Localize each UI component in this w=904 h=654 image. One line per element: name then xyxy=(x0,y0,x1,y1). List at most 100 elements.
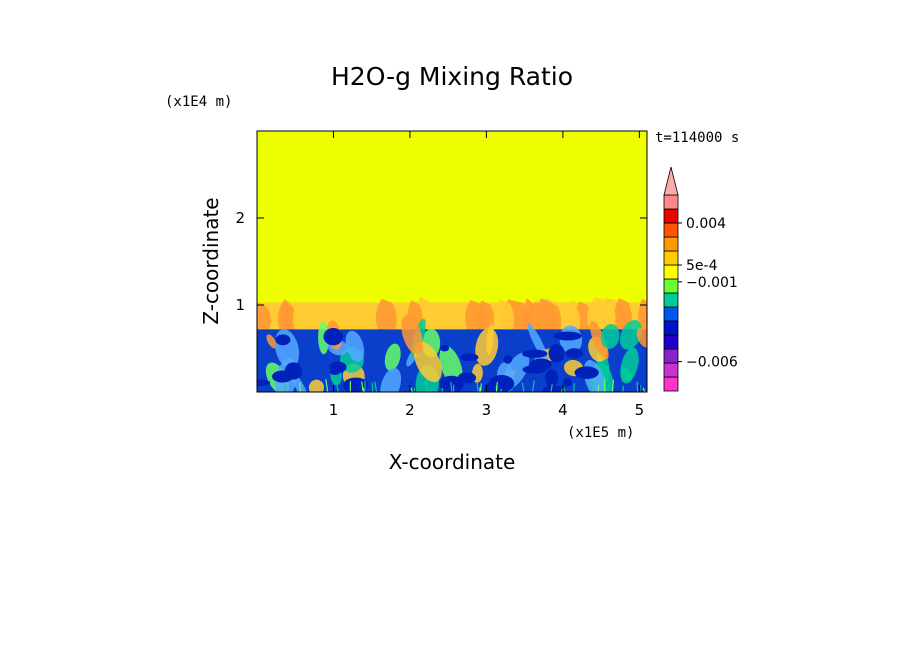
surface-streak xyxy=(573,383,575,392)
dark-eddy xyxy=(275,334,291,346)
plume-blob xyxy=(318,321,329,355)
surface-streak xyxy=(562,387,566,392)
y-axis: 12 xyxy=(235,209,647,314)
plume-blob xyxy=(401,314,423,355)
plume-blob xyxy=(345,330,365,363)
dark-eddy xyxy=(542,385,565,392)
band-plume xyxy=(638,298,647,330)
dark-eddy xyxy=(460,353,479,362)
surface-streak xyxy=(476,382,479,392)
plume-blob xyxy=(439,345,463,387)
y-axis-label: Z-coordinate xyxy=(199,197,223,324)
colorbar-level xyxy=(663,334,679,350)
x-tick-label: 2 xyxy=(405,401,415,419)
colorbar-level xyxy=(663,222,679,238)
dark-eddy xyxy=(272,370,293,383)
surface-streak xyxy=(531,380,535,392)
band-plume xyxy=(292,302,313,330)
x-tick-label: 3 xyxy=(482,401,492,419)
y-scale-label: (x1E4 m) xyxy=(165,94,232,110)
plume-blob xyxy=(380,367,402,392)
dark-eddy xyxy=(457,372,477,384)
x-scale-label: (x1E5 m) xyxy=(567,425,634,441)
colorbar-level xyxy=(663,292,679,308)
band-plume xyxy=(375,298,397,330)
band-plume xyxy=(281,298,292,330)
colorbar-extend-arrow xyxy=(663,166,679,196)
surface-streak xyxy=(611,379,615,392)
surface-streak xyxy=(521,382,525,392)
surface-streak xyxy=(361,381,364,392)
colorbar-label: −0.001 xyxy=(686,275,738,291)
plot-area xyxy=(257,131,647,392)
dark-eddy xyxy=(553,331,582,341)
y-tick-label: 1 xyxy=(235,296,245,314)
plume-blob xyxy=(620,347,639,384)
surface-streak xyxy=(276,388,279,392)
colorbar-level xyxy=(663,306,679,322)
band-plume xyxy=(423,301,446,330)
dark-eddy xyxy=(257,379,271,387)
surface-streak xyxy=(636,381,639,392)
band-plume xyxy=(535,298,556,330)
band-plume xyxy=(593,300,608,330)
colorbar-level xyxy=(663,376,679,392)
colorbar: 0.004 5e-4−0.001 −0.006 xyxy=(663,166,738,392)
colorbar-level xyxy=(663,208,679,224)
colorbar-level xyxy=(663,194,679,210)
colorbar-label: 0.004 xyxy=(686,216,726,232)
x-tick-label: 1 xyxy=(329,401,339,419)
surface-streak xyxy=(374,381,378,392)
surface-streak xyxy=(325,379,329,392)
surface-streak xyxy=(371,382,374,392)
surface-streak xyxy=(450,381,453,392)
surface-streak xyxy=(410,387,413,392)
band-plume xyxy=(493,299,515,330)
plume-blob xyxy=(486,323,494,355)
colorbar-level xyxy=(663,278,679,294)
dark-eddy xyxy=(545,369,559,388)
surface-streak xyxy=(336,385,339,392)
dark-eddy xyxy=(323,327,344,346)
dark-eddy xyxy=(565,348,583,359)
plume-blob xyxy=(636,327,647,348)
surface-streak xyxy=(298,382,302,392)
surface-streak xyxy=(642,387,646,392)
colorbar-level xyxy=(663,362,679,378)
plume-blob xyxy=(413,341,442,383)
colorbar-level xyxy=(663,236,679,252)
surface-streak xyxy=(284,384,287,392)
dark-eddy xyxy=(522,365,547,374)
plume-blob xyxy=(600,324,620,349)
band-plume xyxy=(257,302,271,330)
band-plume xyxy=(614,298,633,330)
dark-eddy xyxy=(548,344,565,363)
dark-eddy xyxy=(503,355,513,364)
x-axis: 1 2 3 4 5 xyxy=(329,131,644,419)
y-tick-label: 2 xyxy=(235,209,245,227)
surface-streak xyxy=(590,381,594,392)
x-axis-label: X-coordinate xyxy=(389,450,516,474)
colorbar-level xyxy=(663,264,679,280)
colorbar-label: 5e-4 xyxy=(686,258,718,274)
orange-band-layer xyxy=(257,296,647,330)
band-plume xyxy=(477,300,494,330)
plume-blob xyxy=(384,343,401,371)
chart-title: H2O-g Mixing Ratio xyxy=(331,62,573,91)
colorbar-label: −0.006 xyxy=(686,355,738,371)
time-label: t=114000 s xyxy=(655,130,739,146)
colorbar-level xyxy=(663,348,679,364)
plot-frame xyxy=(256,130,648,393)
plume-blob xyxy=(589,320,609,360)
plume-layer xyxy=(257,314,647,392)
dark-eddy xyxy=(488,375,515,392)
dark-eddy xyxy=(522,349,548,358)
colorbar-level xyxy=(663,250,679,266)
surface-streak xyxy=(597,385,600,392)
surface-streak xyxy=(550,383,553,392)
surface-streak xyxy=(425,380,429,392)
colorbar-level xyxy=(663,320,679,336)
plume-blob xyxy=(266,334,277,349)
x-tick-label: 4 xyxy=(558,401,568,419)
